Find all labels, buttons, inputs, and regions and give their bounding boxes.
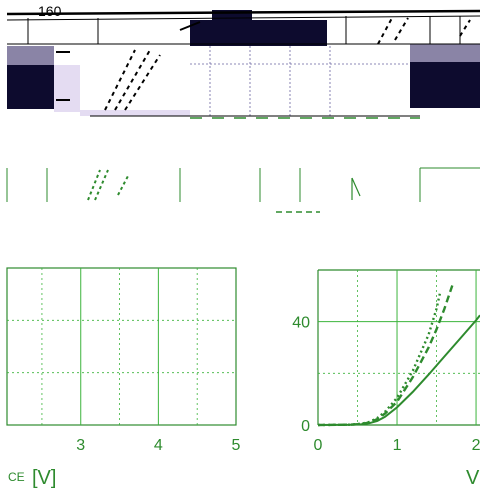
right-series-dashed-line	[317, 285, 454, 427]
left-panel: 3 4 5 CE [V]	[6, 267, 241, 489]
right-y-ticks: 0 40	[292, 315, 310, 435]
right-x-ticks: 0 1 2	[314, 437, 480, 454]
top-rule-2	[6, 15, 480, 21]
strip-dashes	[104, 17, 471, 111]
right-series	[317, 285, 480, 427]
lavender-strip	[80, 110, 190, 116]
right-x-tick-label-0: 0	[314, 437, 323, 454]
tick-label-160: 160	[38, 3, 62, 19]
dark-block-right	[410, 62, 480, 108]
top-strip: 160	[6, 3, 480, 119]
right-x-tick-label-2: 2	[472, 437, 480, 454]
right-y-tick-label-0: 0	[301, 418, 310, 435]
left-grid	[7, 268, 236, 425]
left-xlabel-unit: [V]	[32, 467, 56, 489]
right-grid	[318, 270, 480, 425]
dark-block-center	[190, 20, 327, 46]
right-series-dotted-line	[317, 290, 442, 427]
middle-strip	[6, 167, 480, 213]
top-rule	[6, 9, 480, 16]
strip-dash-seg-3	[179, 21, 201, 31]
right-panel: 0 1 2 0 40 V	[292, 269, 480, 489]
left-x-ticks: 3 4 5	[76, 437, 240, 454]
middle-bracket-b	[351, 177, 361, 197]
left-x-tick-label-4: 4	[154, 437, 163, 454]
right-y-tick-label-40: 40	[292, 315, 310, 332]
strip-inner-grid	[190, 46, 410, 118]
right-x-tick-label-1: 1	[393, 437, 402, 454]
left-plot-frame	[6, 267, 237, 426]
dark-block-center-top	[212, 10, 252, 20]
right-series-solid-line	[317, 314, 480, 426]
lavender-block-left	[54, 65, 80, 112]
left-x-tick-label-5: 5	[232, 437, 241, 454]
dark-block-left	[7, 65, 54, 109]
right-xlabel: V	[466, 467, 480, 489]
gray-block-left	[7, 46, 54, 65]
left-xlabel-sub: CE	[8, 470, 25, 484]
gray-block-right	[410, 44, 480, 62]
left-x-tick-label-3: 3	[76, 437, 85, 454]
